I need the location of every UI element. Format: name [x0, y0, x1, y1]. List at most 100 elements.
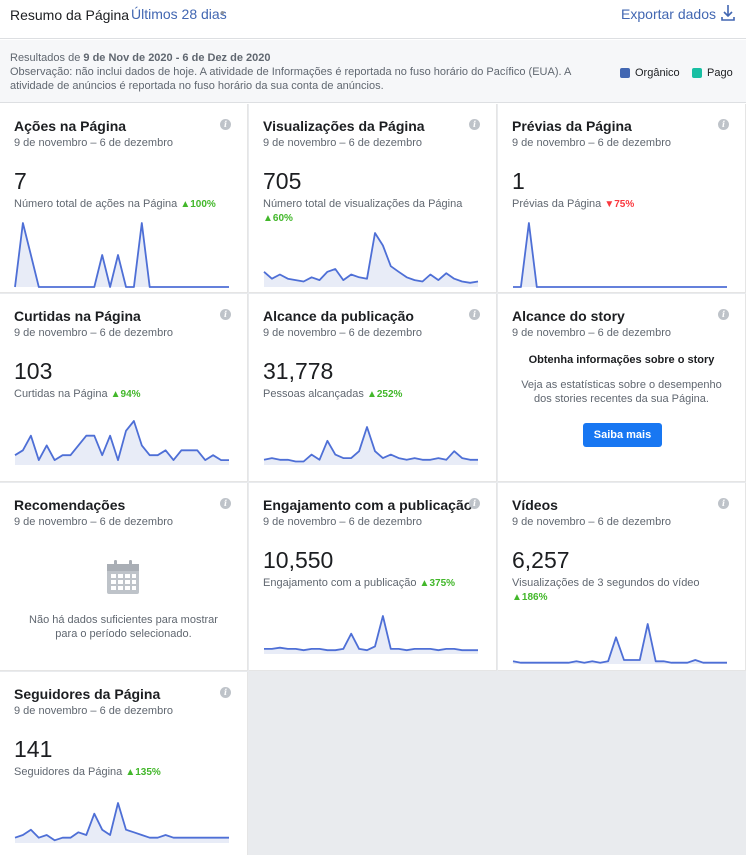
card-title: Vídeos [512, 497, 558, 513]
sparkline-area [264, 427, 478, 465]
info-icon[interactable]: i [469, 498, 480, 509]
info-icon[interactable]: i [718, 498, 729, 509]
download-icon[interactable] [720, 3, 736, 23]
results-prefix: Resultados de [10, 52, 84, 64]
story-description: Veja as estatísticas sobre o desempenho … [521, 379, 722, 405]
metric-value: 103 [14, 358, 53, 384]
sparkline-line [512, 623, 727, 664]
empty-state-text: Não há dados suficientes para mostrar pa… [29, 614, 218, 640]
card-title: Curtidas na Página [14, 308, 141, 324]
card-title: Alcance do story [512, 308, 625, 324]
change-value: 94% [120, 389, 141, 400]
sparkline-line [264, 615, 478, 652]
metric-label: Pessoas alcançadas [263, 388, 364, 400]
change-indicator: ▲252% [366, 389, 403, 400]
metric-value: 7 [14, 168, 27, 194]
metric-label: Seguidores da Página [14, 766, 123, 778]
metric-label: Engajamento com a publicação [263, 577, 417, 589]
date-range-dropdown[interactable]: Últimos 28 dias [131, 6, 227, 22]
header-bar: Resumo da Página Últimos 28 dias ● Expor… [0, 0, 746, 39]
change-indicator: ▲60% [263, 213, 293, 224]
metric-value: 10,550 [263, 547, 334, 573]
chevron-down-icon[interactable]: ● [220, 8, 225, 17]
results-note: Resultados de 9 de Nov de 2020 - 6 de De… [10, 51, 600, 93]
change-value: 186% [521, 592, 548, 603]
card-date-range: 9 de novembro – 6 de dezembro [14, 327, 173, 339]
card-date-range: 9 de novembro – 6 de dezembro [512, 327, 671, 339]
sparkline-chart [512, 623, 727, 664]
results-range: 9 de Nov de 2020 - 6 de Dez de 2020 [83, 52, 271, 64]
change-value: 75% [614, 199, 635, 210]
card-acoes[interactable]: Ações na Página 9 de novembro – 6 de dez… [0, 104, 248, 293]
export-data-link[interactable]: Exportar dados [621, 6, 716, 22]
sparkline-area [15, 223, 229, 287]
change-indicator: ▲100% [180, 199, 216, 210]
metric-caption: Visualizações de 3 segundos do vídeo ▲18… [512, 576, 700, 605]
card-date-range: 9 de novembro – 6 de dezembro [512, 137, 671, 149]
change-indicator: ▼75% [604, 199, 635, 210]
card-visualizacoes[interactable]: Visualizações da Página 9 de novembro – … [249, 104, 497, 293]
change-value: 60% [272, 213, 293, 224]
metric-value: 6,257 [512, 547, 570, 573]
sparkline-line [263, 232, 479, 284]
card-title: Seguidores da Página [14, 686, 161, 702]
change-value: 252% [376, 389, 403, 400]
info-icon[interactable]: i [718, 119, 729, 130]
card-curtidas[interactable]: Curtidas na Página 9 de novembro – 6 de … [0, 294, 248, 482]
info-icon[interactable]: i [220, 119, 231, 130]
sparkline-line [14, 222, 229, 288]
change-indicator: ▲186% [512, 592, 548, 603]
card-previas[interactable]: Prévias da Página 9 de novembro – 6 de d… [498, 104, 746, 293]
info-icon[interactable]: i [469, 309, 480, 320]
change-indicator: ▲135% [125, 767, 161, 778]
card-title: Prévias da Página [512, 118, 632, 134]
metric-caption: Curtidas na Página ▲94% [14, 387, 141, 402]
sparkline-chart [14, 222, 229, 288]
legend-organic-label: Orgânico [635, 67, 680, 79]
card-date-range: 9 de novembro – 6 de dezembro [14, 516, 173, 528]
sparkline-chart [264, 615, 478, 654]
metric-value: 141 [14, 736, 53, 762]
card-date-range: 9 de novembro – 6 de dezembro [14, 705, 173, 717]
card-alcance[interactable]: Alcance da publicação 9 de novembro – 6 … [249, 294, 497, 482]
sparkline-chart [263, 426, 478, 465]
metric-caption: Engajamento com a publicação ▲375% [263, 576, 455, 591]
learn-more-button[interactable]: Saiba mais [583, 423, 662, 447]
card-date-range: 9 de novembro – 6 de dezembro [263, 516, 422, 528]
card-title: Ações na Página [14, 118, 127, 134]
info-icon[interactable]: i [469, 119, 480, 130]
card-date-range: 9 de novembro – 6 de dezembro [263, 327, 422, 339]
sparkline-line [513, 222, 727, 288]
info-icon[interactable]: i [220, 687, 231, 698]
paid-swatch [692, 68, 702, 78]
info-icon[interactable]: i [220, 309, 231, 320]
metric-caption: Número total de visualizações da Página … [263, 197, 462, 226]
sparkline-line [14, 802, 229, 842]
card-videos[interactable]: Vídeos 9 de novembro – 6 de dezembro i 6… [498, 483, 746, 671]
change-value: 135% [135, 767, 161, 778]
sparkline-chart [14, 420, 229, 465]
card-title: Recomendações [14, 497, 126, 513]
metric-caption: Prévias da Página ▼75% [512, 197, 634, 212]
card-date-range: 9 de novembro – 6 de dezembro [14, 137, 173, 149]
change-value: 375% [429, 578, 456, 589]
metric-value: 1 [512, 168, 525, 194]
sparkline-area [513, 624, 727, 664]
legend-organic: Orgânico [620, 67, 680, 79]
info-icon[interactable]: i [220, 498, 231, 509]
card-seguidores[interactable]: Seguidores da Página 9 de novembro – 6 d… [0, 672, 248, 855]
sparkline-line [14, 420, 229, 461]
sparkline-area [15, 421, 229, 465]
change-indicator: ▲94% [110, 389, 141, 400]
card-engajamento[interactable]: Engajamento com a publicação 9 de novemb… [249, 483, 497, 671]
insights-grid: Ações na Página 9 de novembro – 6 de dez… [0, 104, 746, 855]
card-title: Engajamento com a publicação [263, 497, 473, 513]
organic-swatch [620, 68, 630, 78]
metric-caption: Número total de ações na Página ▲100% [14, 197, 216, 212]
sparkline-chart [263, 232, 479, 287]
card-story: Alcance do story 9 de novembro – 6 de de… [498, 294, 746, 482]
metric-label: Visualizações de 3 segundos do vídeo [512, 577, 700, 589]
info-icon[interactable]: i [718, 309, 729, 320]
sparkline-chart [513, 222, 727, 288]
sparkline-line [263, 426, 478, 463]
